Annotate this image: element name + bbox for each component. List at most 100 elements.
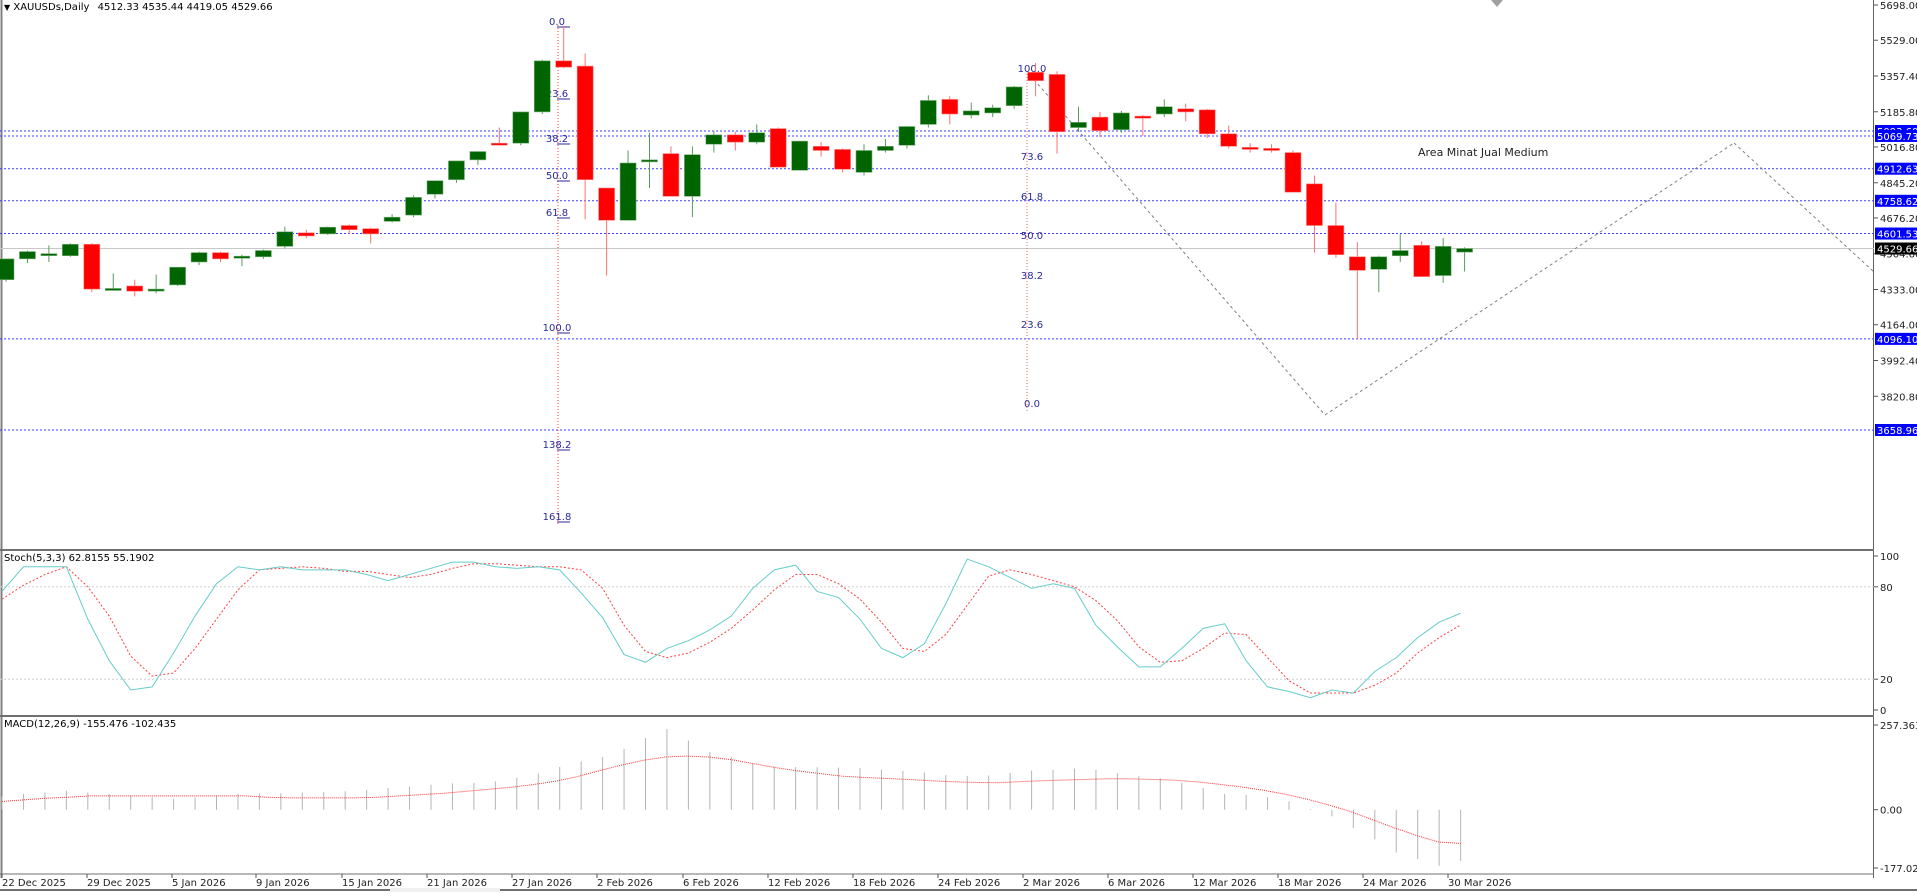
price-tick-label: 4676.20: [1880, 214, 1917, 225]
candle: [1091, 116, 1109, 131]
time-axis[interactable]: 22 Dec 2025 29 Dec 2025 5 Jan 2026 9 Jan 20…: [1, 874, 1511, 889]
candle: [491, 142, 508, 146]
candle: [62, 243, 79, 257]
candle: [1027, 72, 1044, 81]
horizontal-scrollbar-thumb[interactable]: [390, 888, 500, 892]
fib-level-label: 138.2: [543, 440, 572, 451]
level-price-text: 4096.10: [1877, 335, 1917, 346]
fib-level-label: 23.6: [546, 89, 568, 100]
trendline[interactable]: [1324, 142, 1735, 416]
macd-tick-label: -177.024: [1880, 864, 1917, 875]
horizontal-levels[interactable]: [0, 130, 1874, 431]
candle: [1306, 183, 1323, 226]
current-price-text: 4529.66: [1877, 245, 1917, 256]
date-tick-label: 22 Dec 2025: [2, 878, 66, 889]
candle: [126, 285, 143, 292]
fib-level-label: 61.8: [546, 208, 568, 219]
candle: [1048, 74, 1066, 133]
price-tick-label: 3820.80: [1880, 392, 1917, 403]
stoch-main-line: [1, 558, 1461, 699]
price-tick-label: 5185.80: [1880, 108, 1917, 119]
candle: [383, 216, 401, 222]
candle: [1156, 106, 1173, 115]
price-tick-label: 5357.40: [1880, 72, 1917, 83]
level-price-badge: [1875, 424, 1917, 436]
ohlc-values: 4512.33 4535.44 4419.05 4529.66: [97, 2, 273, 13]
collapse-triangle-icon[interactable]: ▼: [4, 3, 11, 12]
macd-tick-label: 0.00: [1880, 806, 1902, 817]
trendline[interactable]: [1733, 142, 1875, 273]
date-tick-label: 18 Feb 2026: [853, 878, 915, 889]
fib-level-label: 100.0: [1018, 64, 1047, 75]
candle: [1241, 147, 1259, 150]
candle: [1070, 122, 1087, 128]
candle: [1177, 108, 1195, 113]
price-tick-label: 5016.80: [1880, 143, 1917, 154]
date-tick-label: 12 Mar 2026: [1193, 878, 1256, 889]
date-tick-label: 30 Mar 2026: [1448, 878, 1511, 889]
candle: [469, 151, 487, 161]
candle: [1005, 86, 1023, 106]
candle: [1370, 256, 1388, 270]
level-price-text: 4758.62: [1877, 197, 1917, 208]
date-tick-label: 2 Mar 2026: [1023, 878, 1080, 889]
candle: [319, 226, 337, 235]
level-price-text: 4912.63: [1877, 165, 1917, 176]
candle: [598, 187, 615, 221]
level-price-text: 4601.53: [1877, 230, 1917, 241]
candle: [941, 99, 959, 115]
fib-level-label: 50.0: [546, 171, 568, 182]
candle: [448, 160, 465, 180]
candle: [555, 60, 573, 68]
candle: [169, 266, 186, 286]
level-price-badge: [1875, 129, 1917, 142]
candle: [40, 253, 58, 256]
date-tick-label: 6 Mar 2026: [1108, 878, 1165, 889]
candle: [726, 134, 744, 143]
macd-title: MACD(12,26,9) -155.476 -102.435: [4, 719, 177, 730]
fib-level-label: 0.0: [549, 17, 565, 28]
price-axis[interactable]: 5698.00 5529.00 5357.40 5185.80 5016.80 4845.…: [1874, 1, 1917, 403]
candle: [362, 228, 379, 235]
candle: [405, 197, 422, 216]
candle: [1263, 148, 1280, 151]
date-tick-label: 15 Jan 2026: [342, 878, 402, 889]
candle: [662, 153, 680, 197]
fibonacci-retracements[interactable]: 0.0 23.6 38.2 50.0 61.8 100.0 138.2 161.8 100.0 7…: [543, 17, 1047, 525]
candle: [877, 146, 894, 151]
price-tick-label: 4333.00: [1880, 286, 1917, 297]
candle: [920, 100, 937, 125]
candle: [1284, 152, 1302, 193]
stoch-tick-label: 100: [1880, 552, 1899, 563]
stoch-tick-label: 80: [1880, 583, 1893, 594]
candle: [0, 258, 15, 281]
candle: [212, 252, 229, 260]
date-tick-label: 21 Jan 2026: [427, 878, 487, 889]
annotation-area-minat-jual[interactable]: Area Minat Jual Medium: [1418, 146, 1548, 159]
macd-pane: 257.363 0.00 -177.024: [1, 721, 1917, 875]
candle: [962, 110, 980, 116]
price-tick-label: 4504.60: [1880, 250, 1917, 261]
candle: [19, 251, 36, 260]
candle: [147, 288, 165, 292]
candle: [984, 107, 1002, 114]
date-tick-label: 9 Jan 2026: [256, 878, 310, 889]
fib-level-label: 100.0: [543, 323, 572, 334]
price-tick-label: 4164.00: [1880, 321, 1917, 332]
trendlines[interactable]: [1029, 74, 1875, 416]
candle: [1134, 115, 1152, 119]
candle: [855, 150, 873, 173]
shift-marker-icon[interactable]: [1491, 0, 1503, 7]
price-tick-label: 4845.20: [1880, 179, 1917, 190]
candle: [576, 65, 594, 180]
candle: [898, 126, 916, 146]
price-level-labels: 5093.605069.734912.634758.624601.534096.…: [1875, 124, 1917, 437]
candle: [769, 128, 787, 168]
candle: [533, 60, 551, 113]
candle: [748, 132, 766, 143]
fib-level-label: 23.6: [1021, 320, 1043, 331]
candle: [340, 225, 358, 230]
candle: [1434, 246, 1452, 276]
